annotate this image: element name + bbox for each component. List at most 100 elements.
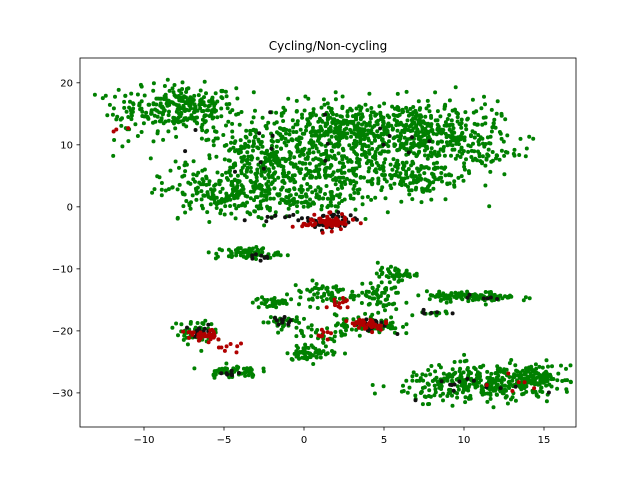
- scatter-point: [173, 159, 178, 164]
- scatter-point: [239, 110, 244, 114]
- scatter-point: [506, 294, 510, 299]
- scatter-point: [224, 94, 229, 99]
- scatter-point: [254, 257, 258, 261]
- scatter-point: [199, 203, 204, 208]
- scatter-point: [420, 127, 425, 132]
- scatter-point: [286, 139, 291, 144]
- scatter-point: [465, 376, 470, 381]
- scatter-point: [476, 149, 480, 154]
- scatter-point: [367, 122, 372, 127]
- scatter-point: [499, 113, 504, 118]
- scatter-point: [316, 149, 321, 154]
- scatter-point: [211, 193, 216, 198]
- scatter-point: [323, 192, 327, 196]
- scatter-point: [318, 351, 323, 356]
- scatter-point: [322, 173, 327, 178]
- scatter-point: [485, 399, 490, 404]
- scatter-point: [372, 138, 377, 142]
- scatter-point: [340, 154, 344, 159]
- scatter-point: [390, 104, 395, 109]
- scatter-point: [269, 215, 274, 220]
- scatter-point: [343, 222, 348, 227]
- scatter-point: [540, 365, 545, 370]
- scatter-point: [224, 176, 229, 180]
- scatter-point: [568, 380, 573, 385]
- scatter-point: [319, 219, 324, 224]
- scatter-point: [459, 117, 464, 122]
- scatter-point: [321, 349, 326, 354]
- scatter-point: [253, 252, 258, 257]
- scatter-point: [273, 170, 278, 175]
- scatter-point: [232, 178, 237, 183]
- scatter-point: [475, 158, 479, 163]
- scatter-point: [292, 155, 297, 160]
- scatter-point: [277, 201, 282, 205]
- scatter-point: [313, 346, 318, 351]
- scatter-point: [275, 156, 280, 161]
- scatter-point: [195, 115, 199, 120]
- scatter-point: [444, 300, 449, 305]
- scatter-point: [245, 165, 250, 170]
- scatter-point: [345, 305, 350, 310]
- scatter-point: [142, 93, 147, 98]
- scatter-point: [325, 205, 330, 210]
- scatter-point: [466, 396, 471, 401]
- scatter-point: [245, 194, 250, 199]
- scatter-point: [114, 117, 119, 122]
- scatter-point: [410, 159, 415, 164]
- scatter-point: [487, 141, 492, 146]
- scatter-point: [249, 120, 254, 125]
- scatter-point: [141, 121, 146, 126]
- scatter-point: [370, 383, 375, 387]
- scatter-point: [229, 183, 234, 187]
- scatter-point: [490, 125, 495, 130]
- scatter-point: [312, 292, 317, 297]
- scatter-point: [400, 166, 405, 171]
- scatter-point: [461, 149, 466, 154]
- scatter-point: [344, 319, 349, 323]
- scatter-point: [321, 330, 326, 335]
- scatter-point: [281, 105, 286, 110]
- scatter-point: [312, 212, 317, 217]
- scatter-point: [304, 199, 308, 204]
- scatter-point: [469, 155, 474, 159]
- scatter-point: [172, 93, 177, 98]
- scatter-point: [426, 394, 431, 398]
- scatter-point: [441, 398, 445, 403]
- scatter-point: [426, 103, 431, 108]
- scatter-point: [470, 97, 475, 102]
- scatter-point: [390, 127, 395, 132]
- scatter-point: [203, 318, 208, 323]
- scatter-point: [481, 115, 486, 120]
- scatter-point: [201, 100, 206, 105]
- scatter-point: [279, 187, 284, 192]
- scatter-point: [184, 95, 188, 100]
- scatter-point: [502, 370, 507, 375]
- scatter-point: [291, 125, 296, 130]
- scatter-point: [239, 341, 243, 346]
- scatter-point: [323, 112, 327, 117]
- scatter-point: [211, 143, 216, 148]
- scatter-point: [129, 117, 134, 122]
- scatter-point: [421, 307, 426, 312]
- scatter-point: [181, 337, 186, 342]
- scatter-point: [313, 156, 318, 161]
- scatter-point: [356, 293, 361, 298]
- scatter-point: [555, 386, 560, 391]
- scatter-point: [274, 120, 279, 125]
- scatter-point: [533, 362, 538, 367]
- scatter-point: [447, 98, 452, 103]
- scatter-point: [499, 380, 504, 385]
- scatter-point: [285, 253, 290, 258]
- scatter-point: [408, 145, 413, 150]
- scatter-point: [290, 118, 295, 123]
- scatter-point: [342, 179, 347, 184]
- scatter-point: [418, 391, 423, 395]
- scatter-point: [295, 119, 300, 124]
- scatter-point: [395, 134, 400, 139]
- scatter-point: [281, 164, 286, 169]
- scatter-point: [391, 112, 396, 117]
- scatter-point: [120, 144, 125, 149]
- scatter-point: [338, 329, 343, 334]
- scatter-point: [377, 151, 382, 156]
